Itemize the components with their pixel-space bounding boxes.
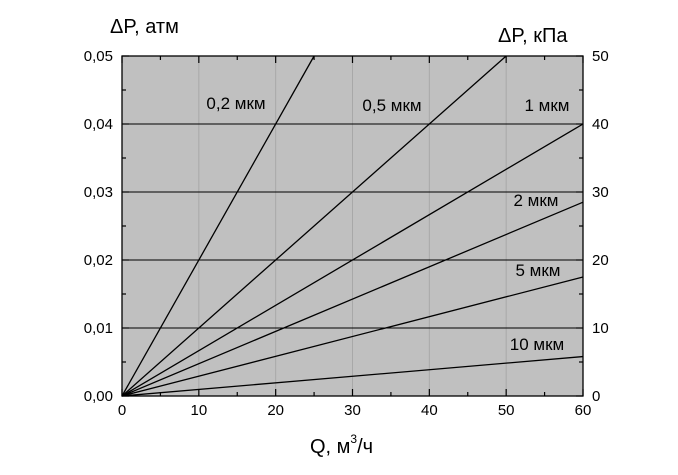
- y-left-tick-label: 0,02: [84, 252, 113, 269]
- y-axis-left-title: ΔP, атм: [110, 16, 179, 38]
- y-right-tick-label: 40: [592, 116, 609, 133]
- axis-ticks: [121, 55, 584, 397]
- y-axis-right-title: ΔP, кПа: [498, 25, 568, 47]
- series-label: 0,2 мкм: [206, 94, 265, 113]
- grid-lines: [122, 56, 583, 396]
- series-lines: [121, 55, 584, 397]
- series-line: [121, 201, 584, 397]
- y-left-tick-label: 0,05: [84, 48, 113, 65]
- y-right-tick-label: 50: [592, 48, 609, 65]
- x-axis-title-tail: /ч: [357, 436, 373, 458]
- y-left-tick-label: 0,01: [84, 320, 113, 337]
- x-axis-title-base: Q, м: [310, 436, 350, 458]
- series-label: 10 мкм: [510, 335, 564, 354]
- x-tick-label: 60: [575, 402, 592, 419]
- series-line: [121, 123, 584, 397]
- tick-labels: 0 10 20 30 40 50 60 0,00 0,01 0,02 0,03 0,04 0,05 0 10…: [84, 48, 609, 419]
- y-right-tick-label: 0: [592, 388, 600, 405]
- x-tick-label: 30: [344, 402, 361, 419]
- x-tick-label: 10: [190, 402, 207, 419]
- series-labels: 0,2 мкм 0,5 мкм 1 мкм 2 мкм 5 мкм 10 мкм: [206, 94, 569, 354]
- y-left-tick-label: 0,04: [84, 116, 113, 133]
- y-right-tick-label: 30: [592, 184, 609, 201]
- x-tick-label: 50: [498, 402, 515, 419]
- series-label: 1 мкм: [525, 96, 570, 115]
- series-label: 5 мкм: [516, 261, 561, 280]
- x-axis-title: Q, м3/ч: [310, 432, 373, 458]
- x-axis-title-sup: 3: [350, 432, 357, 446]
- y-left-tick-label: 0,00: [84, 388, 113, 405]
- series-line: [121, 55, 315, 397]
- series-line: [121, 276, 584, 397]
- x-tick-label: 40: [421, 402, 438, 419]
- y-right-tick-label: 10: [592, 320, 609, 337]
- y-left-tick-label: 0,03: [84, 184, 113, 201]
- series-line: [121, 55, 507, 397]
- series-label: 2 мкм: [514, 191, 559, 210]
- series-label: 0,5 мкм: [362, 96, 421, 115]
- x-tick-label: 0: [118, 402, 126, 419]
- y-right-tick-label: 20: [592, 252, 609, 269]
- x-tick-label: 20: [267, 402, 284, 419]
